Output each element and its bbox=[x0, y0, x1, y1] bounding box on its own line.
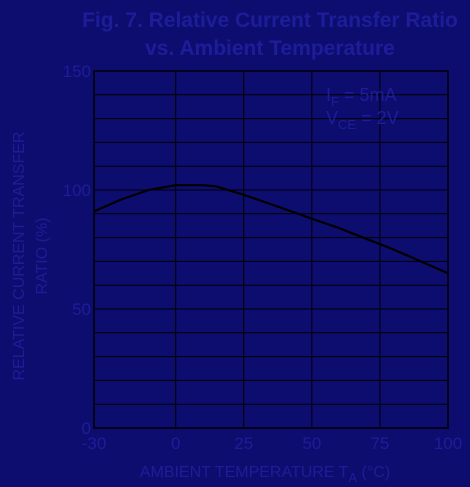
series-line-0 bbox=[93, 184, 449, 275]
y-tick-label: 150 bbox=[63, 62, 91, 81]
x-axis-label-unit: (°C) bbox=[357, 464, 390, 481]
annotation-vce-main: V bbox=[326, 108, 338, 128]
x-axis-label-sub: A bbox=[348, 470, 357, 485]
chart-title-line1: Fig. 7. Relative Current Transfer Ratio bbox=[82, 9, 458, 32]
x-tick-label: 75 bbox=[370, 434, 389, 453]
grid bbox=[93, 70, 449, 429]
x-axis-label-main: AMBIENT TEMPERATURE T bbox=[140, 464, 349, 481]
x-tick-label: -30 bbox=[82, 434, 107, 453]
annotation-if: IF = 5mA bbox=[326, 85, 397, 109]
annotation-vce: VCE = 2V bbox=[326, 108, 399, 132]
y-tick-label: 0 bbox=[82, 419, 91, 438]
x-tick-label: 25 bbox=[234, 434, 253, 453]
y-axis-label: RELATIVE CURRENT TRANSFER RATIO (%) bbox=[11, 132, 51, 381]
annotation-if-sub: F bbox=[331, 94, 339, 109]
plot-frame bbox=[93, 70, 449, 429]
y-tick-label: 50 bbox=[72, 300, 91, 319]
curve-layer bbox=[93, 184, 449, 275]
y-axis-label-line1: RELATIVE CURRENT TRANSFER bbox=[11, 132, 28, 381]
annotation-if-rest: = 5mA bbox=[339, 85, 397, 105]
x-axis-label: AMBIENT TEMPERATURE TA (°C) bbox=[140, 464, 390, 485]
x-tick-label: 100 bbox=[434, 434, 462, 453]
annotation-if-main: I bbox=[326, 85, 331, 105]
annotation-vce-sub: CE bbox=[338, 117, 356, 132]
chart-title-line2: vs. Ambient Temperature bbox=[145, 37, 395, 60]
annotation-vce-rest: = 2V bbox=[356, 108, 399, 128]
x-tick-label: 50 bbox=[302, 434, 321, 453]
y-tick-label: 100 bbox=[63, 181, 91, 200]
x-tick-label: 0 bbox=[171, 434, 180, 453]
y-axis-label-line2: RATIO (%) bbox=[34, 217, 51, 294]
